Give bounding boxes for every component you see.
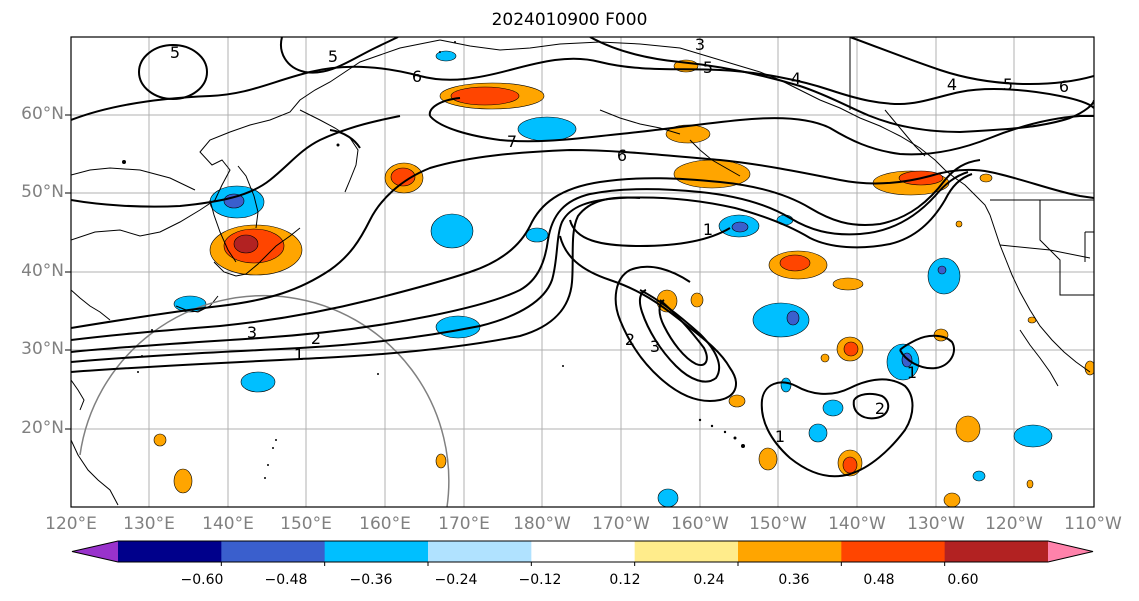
contour-label: 4 (791, 69, 801, 88)
island-dots (122, 41, 745, 479)
contour-label: 4 (947, 75, 957, 94)
colorbar-segment (841, 541, 946, 562)
colorbar-segment (118, 541, 222, 562)
lon-label: 130°W (907, 514, 965, 534)
lon-label: 160°E (359, 514, 411, 534)
colorbar-segment (738, 541, 842, 562)
contour-label: 1 (907, 363, 917, 382)
colorbar-tick-label: 0.48 (863, 572, 895, 588)
contour-label: 3 (650, 337, 660, 356)
range-circle (79, 294, 450, 507)
colorbar-tick-label: 0.12 (609, 572, 641, 588)
colorbar-tick-label: −0.48 (264, 572, 308, 588)
coastlines (71, 37, 1094, 506)
colorbar-tick-label: −0.24 (434, 572, 478, 588)
colorbar-outline (71, 540, 1094, 563)
lat-label: 30°N (21, 339, 64, 359)
lat-label: 60°N (21, 104, 64, 124)
contour-label: 2 (875, 399, 885, 418)
lon-label: 120°W (985, 514, 1043, 534)
colorbar-segment (324, 541, 429, 562)
lon-label: 180°W (513, 514, 571, 534)
lon-label: 150°E (280, 514, 332, 534)
contour-label: 3 (695, 35, 705, 54)
gridlines (71, 37, 1094, 507)
lon-label: 130°E (123, 514, 175, 534)
colorbar-tick-label: −0.12 (518, 572, 562, 588)
lon-label: 120°E (45, 514, 97, 534)
contour-label: 2 (625, 330, 635, 349)
lon-label: 160°W (671, 514, 729, 534)
contour-label: 6 (617, 146, 627, 165)
contour-label: 2 (311, 329, 321, 348)
contour-label: 5 (328, 47, 338, 66)
lon-label: 170°W (592, 514, 650, 534)
colorbar-tick-label: −0.60 (180, 572, 224, 588)
lon-label: 150°W (749, 514, 807, 534)
colorbar-segment (428, 541, 532, 562)
colorbar-tick-label: 0.60 (947, 572, 979, 588)
colorbar (71, 540, 1094, 566)
contour-label: 5 (703, 58, 713, 77)
colorbar-tick-label: 0.24 (693, 572, 725, 588)
colorbar-segment (634, 541, 739, 562)
lat-label: 20°N (21, 418, 64, 438)
colorbar-segment (531, 541, 636, 562)
shaded-anomaly-layer (153, 50, 1094, 507)
colorbar-segment (221, 541, 326, 562)
contour-label: 7 (507, 132, 517, 151)
colorbar-tick-label: 0.36 (778, 572, 810, 588)
contour-label: 3 (247, 323, 257, 342)
colorbar-extend-min (72, 541, 118, 562)
colorbar-segment (944, 541, 1049, 562)
contour-label: 6 (412, 67, 422, 86)
colorbar-tick-label: −0.36 (349, 572, 393, 588)
lon-label: 110°W (1064, 514, 1122, 534)
contour-label: 6 (1059, 77, 1069, 96)
contour-label: 5 (170, 43, 180, 62)
lon-label: 170°E (438, 514, 490, 534)
contour-label: 1 (294, 345, 304, 364)
contour-label: 5 (1003, 75, 1013, 94)
contour-label: 1 (703, 220, 713, 239)
contour-labels: 5 5 6 3 5 4 4 5 6 7 6 1 2 3 1 3 2 1 2 1 … (170, 35, 1069, 446)
lat-label: 40°N (21, 261, 64, 281)
lon-label: 140°E (202, 514, 254, 534)
lat-label: 50°N (21, 182, 64, 202)
colorbar-extend-max (1048, 541, 1093, 562)
contour-label: 1 (775, 427, 785, 446)
height-contours (71, 37, 1094, 478)
lon-label: 140°W (828, 514, 886, 534)
map-title: 2024010900 F000 (491, 10, 648, 30)
